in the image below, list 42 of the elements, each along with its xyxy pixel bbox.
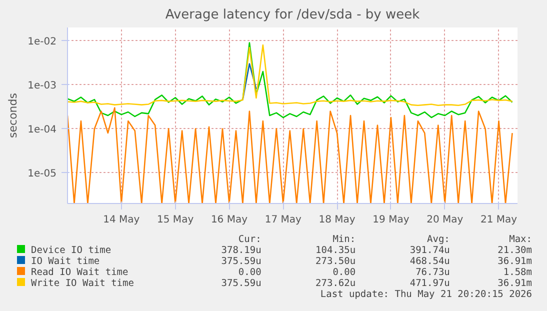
line-series [68, 44, 513, 106]
text: 375.59u [220, 256, 262, 267]
text: 1.58m [502, 267, 532, 278]
text: 0.00 [237, 267, 262, 278]
text: 36.91m [496, 256, 532, 267]
x-tick-label: 21 May [480, 214, 518, 226]
legend-label: Write IO Wait time [30, 278, 135, 289]
text: 391.74u [408, 245, 450, 256]
text: Avg: [426, 234, 450, 245]
x-tick-label: 18 May [318, 214, 356, 226]
line-series [68, 107, 513, 204]
text: 36.91m [496, 278, 532, 289]
legend-label: IO Wait time [30, 256, 101, 267]
legend-label: Device IO time [30, 245, 112, 256]
text: 273.62u [314, 278, 356, 289]
x-tick-label: 15 May [157, 214, 194, 226]
text: 273.50u [314, 256, 356, 267]
text: Last update: Thu May 21 20:20:15 2026 [319, 289, 532, 300]
x-tick-label: 19 May [372, 214, 410, 226]
x-tick-label: 20 May [426, 214, 464, 226]
text: Cur: [237, 234, 262, 245]
x-tick-label: 16 May [210, 214, 248, 226]
text: 104.35u [314, 245, 356, 256]
text: 471.97u [408, 278, 450, 289]
y-tick-label: 1e-05 [28, 168, 57, 180]
chart-title: Average latency for /dev/sda - by week [165, 8, 420, 22]
text: 378.19u [220, 245, 262, 256]
y-tick-label: 1e-03 [28, 80, 57, 92]
legend-label: Read IO Wait time [30, 267, 130, 278]
y-tick-label: 1e-02 [28, 36, 57, 48]
text: Min: [332, 234, 356, 245]
text: Max: [508, 234, 532, 245]
text: 76.73u [414, 267, 450, 278]
text: 468.54u [408, 256, 450, 267]
text: 375.59u [220, 278, 262, 289]
x-tick-label: 17 May [264, 214, 302, 226]
y-axis-title: seconds [6, 92, 20, 138]
text: 21.30m [496, 245, 532, 256]
text: 0.00 [332, 267, 356, 278]
x-tick-label: 14 May [103, 214, 140, 226]
y-tick-label: 1e-04 [28, 124, 57, 136]
line-series [68, 42, 513, 118]
